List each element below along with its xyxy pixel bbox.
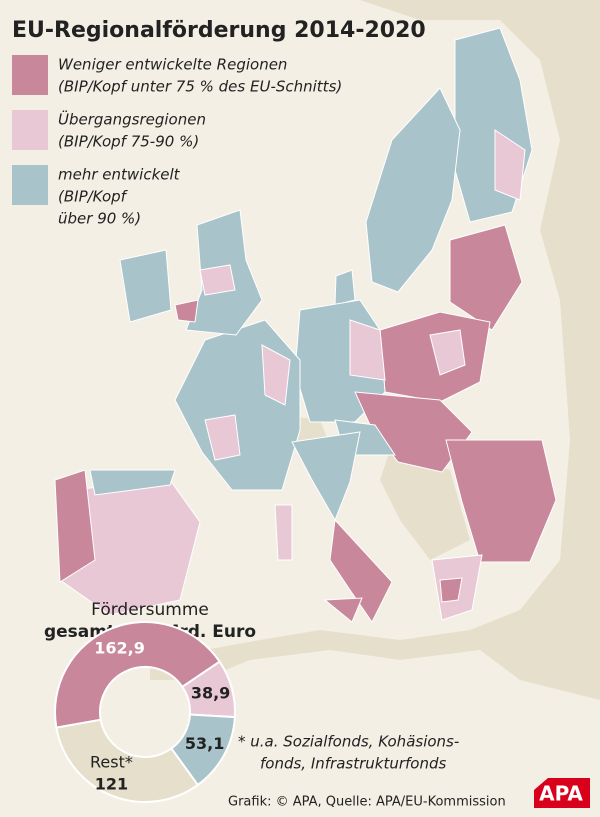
baltics <box>449 224 523 331</box>
north-spain <box>89 469 176 496</box>
eu-regions <box>54 27 557 623</box>
donut-segment <box>55 718 200 803</box>
uk-transition <box>199 264 236 296</box>
legend-detail: über 90 %) <box>58 210 141 228</box>
legend-swatch <box>12 110 48 150</box>
legend-swatch <box>12 165 48 205</box>
logo: APA <box>539 782 583 806</box>
legend-label: Weniger entwickelte Regionen <box>58 56 287 74</box>
value-label: 121 <box>95 775 128 794</box>
category-label: Rest* <box>90 753 133 772</box>
sweden <box>365 87 461 293</box>
title: EU-Regionalförderung 2014-2020 <box>12 18 426 43</box>
legend-label: mehr entwickelt <box>58 166 181 184</box>
donut: 162,9 38,9 53,1 Rest* 121 <box>54 621 236 803</box>
warsaw <box>429 329 466 376</box>
credit: Grafik: © APA, Quelle: APA/EU-Kommission <box>228 795 506 810</box>
legend-detail: (BIP/Kopf unter 75 % des EU-Schnitts) <box>58 78 342 96</box>
footnote: * u.a. Sozialfonds, Kohäsions- <box>238 733 459 751</box>
legend: Weniger entwickelte Regionen (BIP/Kopf un… <box>12 55 342 228</box>
sicily <box>323 597 363 623</box>
romania-bulgaria <box>445 439 557 563</box>
value-label: 38,9 <box>191 683 230 702</box>
east-germany <box>349 319 386 381</box>
logo-bg <box>534 778 590 808</box>
france-transition-2 <box>204 414 241 461</box>
legend-detail: (BIP/Kopf <box>58 188 129 206</box>
ireland <box>119 249 172 323</box>
north-italy <box>291 431 361 522</box>
sardinia <box>274 504 293 561</box>
value-label: 162,9 <box>94 638 145 657</box>
legend-label: Übergangsregionen <box>58 110 206 129</box>
greece-less <box>439 577 463 603</box>
france-transition <box>261 344 291 406</box>
footnote: fonds, Infrastrukturfonds <box>260 755 447 773</box>
donut-title: Fördersumme <box>91 600 209 620</box>
legend-swatch <box>12 55 48 95</box>
finland-transition <box>494 129 526 201</box>
denmark <box>334 269 356 306</box>
donut-segment <box>54 621 222 729</box>
portugal <box>54 469 96 583</box>
legend-detail: (BIP/Kopf 75-90 %) <box>58 133 199 151</box>
south-italy <box>329 518 393 623</box>
wales <box>174 299 199 323</box>
value-label: 53,1 <box>185 734 224 753</box>
